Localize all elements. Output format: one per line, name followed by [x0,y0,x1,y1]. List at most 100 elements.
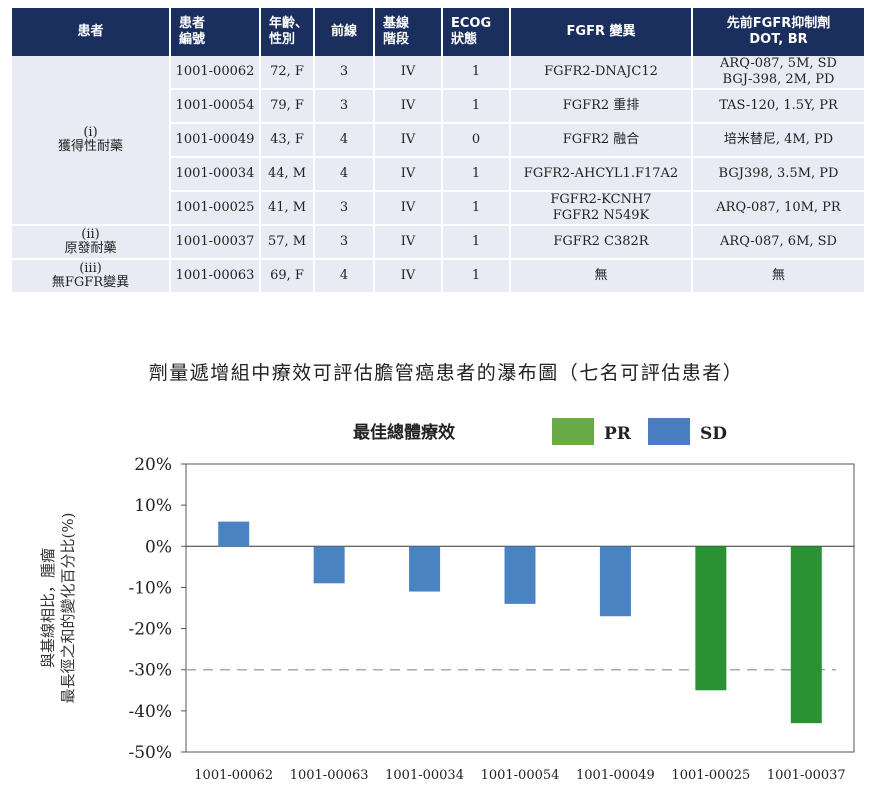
patient-group-cell: (iii) 無FGFR變異 [12,259,171,294]
age-sex-cell: 72, F [260,56,315,90]
ecog-cell: 1 [442,191,511,226]
y-tick-label: 0% [145,537,172,557]
y-tick-label: 10% [134,496,172,516]
legend-title: 最佳總體療效 [353,422,455,443]
ecog-cell: 1 [442,56,511,90]
age-sex-cell: 44, M [260,157,315,192]
stage-cell: IV [374,157,443,192]
x-tick-label: 1001-00063 [290,768,369,783]
table-row: (iii) 無FGFR變異 1001-00063 69, F 4 IV 1 無無 [12,259,864,294]
stage-cell: IV [374,259,443,294]
y-axis-label-line: 最長徑之和的變化百分比(%) [59,513,77,704]
stage-cell: IV [374,225,443,260]
prior-inhibitor-cell: TAS-120, 1.5Y, PR [692,89,864,124]
age-sex-cell: 79, F [260,89,315,124]
x-tick-label: 1001-00034 [385,768,464,783]
legend-label-pr: PR [604,424,632,444]
fgfr-alteration-cell: FGFR2 融合 [510,123,693,158]
patient-id-cell: 1001-00037 [170,225,261,260]
fgfr-alteration-cell: FGFR2 重排 [510,89,693,124]
stage-cell: IV [374,89,443,124]
age-sex-cell: 57, M [260,225,315,260]
y-tick-label: -50% [128,743,172,763]
ecog-cell: 1 [442,259,511,294]
fgfr-alteration-cell: FGFR2-AHCYL1.F17A2 [510,157,693,192]
stage-cell: IV [374,191,443,226]
ecog-cell: 1 [442,157,511,192]
stage-cell: IV [374,123,443,158]
bar [790,546,822,724]
legend-swatch-sd [648,418,690,445]
patient-id-cell: 1001-00025 [170,191,261,226]
x-tick-label: 1001-00054 [481,768,560,783]
y-tick-label: 20% [134,455,172,475]
legend-label-sd: SD [700,424,727,444]
table-row: 1001-00025 41, M 3 IV 1 FGFR2-KCNH7 FGFR2 N549… [12,191,864,226]
y-tick-label: -10% [128,578,172,598]
y-tick-label: -20% [128,620,172,640]
column-header: 患者 編號 [170,8,261,56]
patient-id-cell: 1001-00034 [170,157,261,192]
bar [504,546,536,604]
y-tick-label: -40% [128,702,172,722]
prior-inhibitor-cell: ARQ-087, 5M, SD BGJ-398, 2M, PD [692,56,864,90]
fgfr-alteration-cell: 無 [510,259,693,294]
y-axis-label-line: 與基線相比，腫瘤 [39,548,57,668]
patient-group-cell: (ii) 原發耐藥 [12,225,171,260]
prior-inhibitor-cell: BGJ398, 3.5M, PD [692,157,864,192]
table-header-row: 患者 患者 編號 年齡、 性別 前線 基線 階段 ECOG 狀態 FGFR 變異 先前FGFR抑制劑 D… [12,8,864,56]
prior-lines-cell: 3 [314,225,375,260]
bar [599,546,631,617]
stage-cell: IV [374,56,443,90]
column-header: 前線 [314,8,375,56]
age-sex-cell: 69, F [260,259,315,294]
age-sex-cell: 43, F [260,123,315,158]
fgfr-alteration-cell: FGFR2-DNAJC12 [510,56,693,90]
column-header: 年齡、 性別 [260,8,315,56]
ecog-cell: 1 [442,225,511,260]
y-tick-label: -30% [128,661,172,681]
column-header: FGFR 變異 [510,8,693,56]
ecog-cell: 0 [442,123,511,158]
ecog-cell: 1 [442,89,511,124]
prior-lines-cell: 4 [314,123,375,158]
x-tick-label: 1001-00062 [194,768,273,783]
patient-table: 患者 患者 編號 年齡、 性別 前線 基線 階段 ECOG 狀態 FGFR 變異 先前FGFR抑制劑 D… [12,8,864,294]
x-tick-label: 1001-00049 [576,768,655,783]
table-row: (i) 獲得性耐藥 1001-00062 72, F 3 IV 1 FGFR2-DNAJC12… [12,56,864,226]
table-row: 1001-00049 43, F 4 IV 0 FGFR2 融合 培米替尼, 4M, PD [12,123,864,158]
column-header: 患者 [12,8,171,56]
prior-lines-cell: 3 [314,56,375,90]
prior-lines-cell: 4 [314,259,375,294]
chart-title: 劑量遞增組中療效可評估膽管癌患者的瀑布圖（七名可評估患者） [148,362,744,384]
prior-inhibitor-cell: 培米替尼, 4M, PD [692,123,864,158]
prior-lines-cell: 4 [314,157,375,192]
legend-swatch-pr [552,418,594,445]
prior-inhibitor-cell: 無 [692,259,864,294]
patient-id-cell: 1001-00062 [170,56,261,90]
table-row: (ii) 原發耐藥 1001-00037 57, M 3 IV 1 FGFR2 C382R AR… [12,225,864,260]
fgfr-alteration-cell: FGFR2 C382R [510,225,693,260]
prior-inhibitor-cell: ARQ-087, 10M, PR [692,191,864,226]
patient-group-cell: (i) 獲得性耐藥 [12,56,171,226]
x-tick-label: 1001-00037 [767,768,846,783]
table-body: (i) 獲得性耐藥 1001-00062 72, F 3 IV 1 FGFR2-DNAJC12… [12,56,864,294]
column-header: 基線 階段 [374,8,443,56]
bar [313,546,345,584]
prior-lines-cell: 3 [314,89,375,124]
column-header: 先前FGFR抑制劑 DOT, BR [692,8,864,56]
table-row: 1001-00034 44, M 4 IV 1 FGFR2-AHCYL1.F17A2 BGJ… [12,157,864,192]
patient-id-cell: 1001-00063 [170,259,261,294]
plot-frame [185,463,855,753]
fgfr-alteration-cell: FGFR2-KCNH7 FGFR2 N549K [510,191,693,226]
bar [409,546,441,592]
prior-inhibitor-cell: ARQ-087, 6M, SD [692,225,864,260]
patient-id-cell: 1001-00054 [170,89,261,124]
age-sex-cell: 41, M [260,191,315,226]
column-header: ECOG 狀態 [442,8,511,56]
bar [218,521,250,547]
y-axis-label: 與基線相比，腫瘤 最長徑之和的變化百分比(%) [39,513,77,704]
bar [695,546,727,691]
table-row: 1001-00054 79, F 3 IV 1 FGFR2 重排 TAS-120, 1.5Y… [12,89,864,124]
